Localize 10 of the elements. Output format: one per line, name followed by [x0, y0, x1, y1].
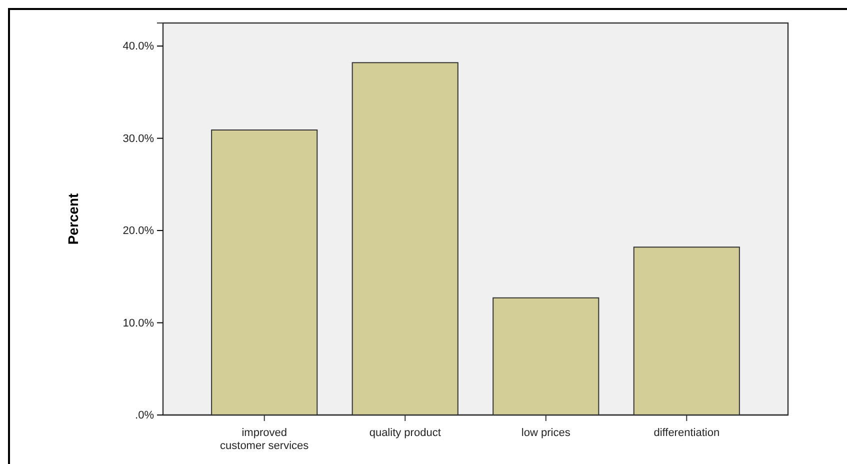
x-tick-label: improved customer services [220, 427, 310, 452]
x-tick-label: quality product [369, 427, 441, 439]
y-tick-label: 30.0% [122, 132, 154, 145]
x-tick-label: differentiation [654, 427, 720, 439]
y-tick-label: 20.0% [122, 225, 154, 238]
x-tick-label: low prices [521, 427, 571, 439]
y-tick-label: 40.0% [122, 40, 154, 53]
y-tick-label: .0% [135, 410, 154, 422]
y-axis-title: Percent [65, 192, 81, 245]
y-tick-label: 10.0% [122, 317, 154, 330]
